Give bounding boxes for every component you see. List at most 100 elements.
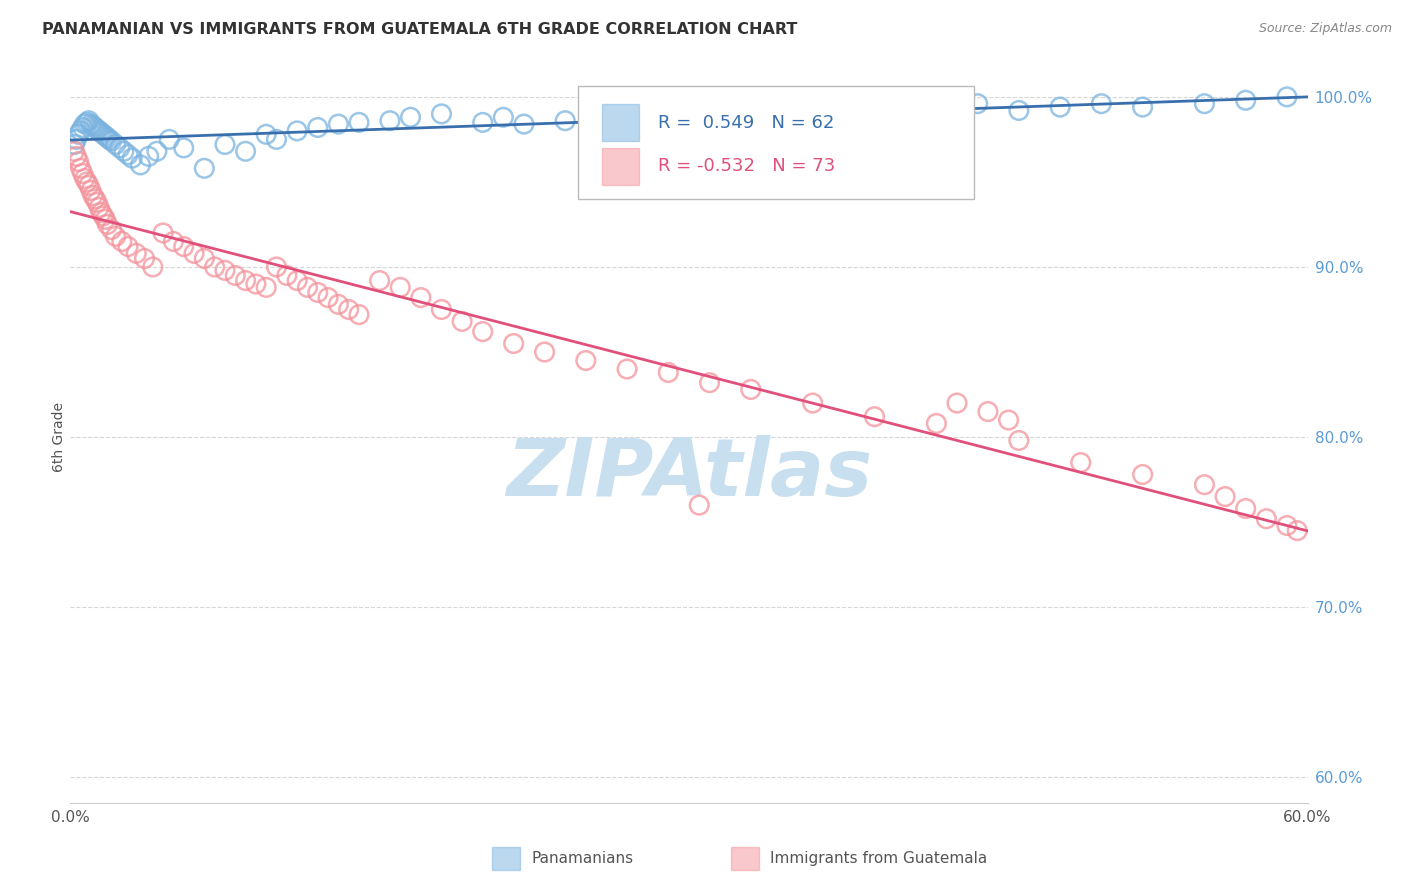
- Point: [108, 141, 131, 155]
- Point: [1275, 90, 1298, 104]
- Point: [925, 417, 948, 431]
- Point: [1213, 490, 1236, 504]
- Point: [254, 128, 277, 142]
- Point: [69, 161, 91, 176]
- Point: [1286, 524, 1309, 538]
- Point: [235, 274, 257, 288]
- Text: ZIPAtlas: ZIPAtlas: [506, 434, 872, 513]
- Point: [637, 117, 659, 131]
- Point: [718, 107, 741, 121]
- Point: [121, 151, 143, 165]
- Point: [884, 103, 907, 118]
- Point: [84, 192, 107, 206]
- Point: [925, 100, 948, 114]
- Point: [117, 147, 139, 161]
- Point: [100, 222, 122, 236]
- Point: [430, 302, 453, 317]
- Point: [801, 396, 824, 410]
- Point: [575, 353, 598, 368]
- Point: [266, 132, 288, 146]
- Point: [204, 260, 226, 274]
- Point: [89, 201, 111, 215]
- Point: [94, 128, 117, 143]
- Point: [235, 145, 257, 159]
- Point: [347, 115, 370, 129]
- Point: [72, 120, 94, 135]
- Point: [513, 117, 536, 131]
- Point: [1008, 103, 1031, 118]
- Point: [863, 409, 886, 424]
- Point: [96, 130, 118, 145]
- Point: [328, 117, 350, 131]
- Point: [492, 110, 515, 124]
- Point: [378, 113, 401, 128]
- Point: [1234, 93, 1257, 107]
- Point: [966, 96, 988, 111]
- Point: [76, 115, 98, 129]
- Point: [77, 178, 100, 193]
- Point: [125, 246, 148, 260]
- Point: [214, 263, 236, 277]
- Point: [104, 137, 127, 152]
- Point: [399, 110, 422, 124]
- Point: [276, 268, 298, 283]
- Point: [1090, 96, 1112, 111]
- Point: [86, 195, 108, 210]
- Point: [129, 158, 152, 172]
- Point: [157, 132, 180, 146]
- Point: [1049, 100, 1071, 114]
- Text: R = -0.532   N = 73: R = -0.532 N = 73: [658, 158, 835, 176]
- Point: [1070, 456, 1092, 470]
- Point: [997, 413, 1019, 427]
- Point: [337, 302, 360, 317]
- Point: [842, 107, 865, 121]
- Point: [67, 154, 90, 169]
- Point: [91, 209, 114, 223]
- Point: [430, 107, 453, 121]
- Point: [63, 145, 86, 159]
- Point: [91, 128, 114, 142]
- Point: [183, 246, 205, 260]
- Point: [69, 124, 91, 138]
- Point: [595, 110, 617, 124]
- Point: [254, 280, 277, 294]
- Point: [1008, 434, 1031, 448]
- Point: [688, 498, 710, 512]
- Point: [1234, 501, 1257, 516]
- Point: [1132, 467, 1154, 482]
- Point: [162, 235, 184, 249]
- Point: [285, 274, 308, 288]
- Point: [801, 110, 824, 124]
- Point: [117, 239, 139, 253]
- Point: [1194, 477, 1216, 491]
- Point: [90, 205, 112, 219]
- Point: [82, 119, 104, 133]
- Point: [328, 297, 350, 311]
- Point: [1256, 512, 1278, 526]
- Point: [80, 117, 103, 131]
- Point: [173, 141, 195, 155]
- Point: [112, 145, 135, 159]
- Point: [193, 161, 215, 176]
- Point: [533, 345, 555, 359]
- FancyBboxPatch shape: [578, 86, 973, 200]
- Point: [82, 188, 104, 202]
- Point: [94, 212, 117, 227]
- Point: [657, 366, 679, 380]
- Point: [72, 166, 94, 180]
- Point: [80, 183, 103, 197]
- Point: [73, 117, 96, 131]
- Point: [111, 235, 134, 249]
- Point: [1275, 518, 1298, 533]
- Point: [173, 239, 195, 253]
- Point: [285, 124, 308, 138]
- Text: PANAMANIAN VS IMMIGRANTS FROM GUATEMALA 6TH GRADE CORRELATION CHART: PANAMANIAN VS IMMIGRANTS FROM GUATEMALA …: [42, 22, 797, 37]
- Point: [77, 113, 100, 128]
- Point: [471, 325, 494, 339]
- Bar: [602, 104, 640, 141]
- Text: Immigrants from Guatemala: Immigrants from Guatemala: [770, 851, 988, 866]
- Point: [98, 132, 121, 146]
- Text: R =  0.549   N = 62: R = 0.549 N = 62: [658, 113, 834, 131]
- Point: [65, 149, 87, 163]
- Point: [678, 113, 700, 128]
